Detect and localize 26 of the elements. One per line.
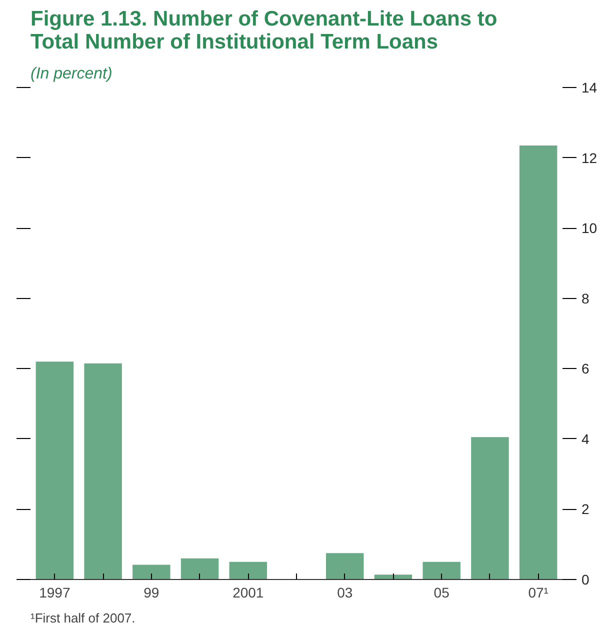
x-tick-label: 99 bbox=[144, 584, 160, 600]
y-tick-label: 6 bbox=[582, 360, 590, 377]
y-tick-label: 8 bbox=[582, 290, 590, 306]
bar bbox=[422, 562, 460, 580]
y-tick-label: 14 bbox=[582, 80, 598, 96]
bar bbox=[180, 558, 219, 580]
bar bbox=[229, 562, 267, 580]
x-tick-label: 05 bbox=[434, 584, 450, 600]
bar bbox=[84, 363, 122, 580]
y-tick-label: 2 bbox=[582, 501, 590, 518]
x-tick-label: 07¹ bbox=[528, 584, 549, 600]
bar bbox=[519, 145, 558, 580]
y-tick-label: 4 bbox=[582, 430, 590, 447]
chart-title: Figure 1.13. Number of Covenant-Lite Loans to Total Number of Institutional Term Loans bbox=[30, 8, 498, 54]
bar bbox=[36, 362, 74, 580]
y-tick-label: 10 bbox=[582, 220, 598, 236]
y-tick-label: 0 bbox=[582, 572, 590, 588]
bar bbox=[471, 437, 509, 580]
x-tick-label: 2001 bbox=[232, 584, 264, 600]
text: ¹First half of 2007. bbox=[30, 610, 136, 626]
bar bbox=[326, 553, 364, 580]
y-tick-label: 12 bbox=[582, 150, 598, 166]
chart-subtitle: (In percent) bbox=[30, 66, 112, 82]
x-tick-label: 03 bbox=[337, 584, 353, 600]
x-tick-label: 1997 bbox=[39, 584, 70, 600]
bar bbox=[132, 564, 170, 580]
